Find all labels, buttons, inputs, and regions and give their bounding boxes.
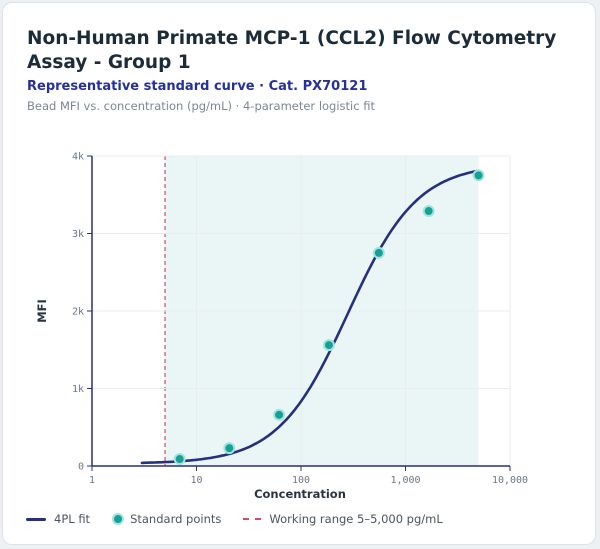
x-tick-label: 10,000 xyxy=(492,475,528,486)
fit-line-swatch xyxy=(26,517,46,521)
x-tick-label: 10 xyxy=(190,475,202,486)
legend-fit-label: 4PL fit xyxy=(54,512,91,526)
y-tick-label: 2k xyxy=(72,307,84,318)
y-tick-label: 1k xyxy=(72,384,84,395)
x-tick-label: 1 xyxy=(89,475,95,486)
legend-item-points[interactable]: Standard points xyxy=(112,512,221,526)
standard-point xyxy=(322,339,335,352)
standard-point xyxy=(372,246,385,259)
y-tick-label: 3k xyxy=(72,229,84,240)
chart-legend: 4PL fit Standard points Working range 5–… xyxy=(26,512,465,526)
points-layer xyxy=(173,169,485,466)
standard-point xyxy=(422,205,435,218)
dashed-line-swatch xyxy=(243,518,262,520)
axes-layer: 0 1k 2k 3k 4k 1 10 100 1,000 10,000 xyxy=(72,152,528,487)
y-axis-label: MFI xyxy=(35,299,49,323)
point-swatch xyxy=(112,513,125,525)
standard-point xyxy=(273,408,286,421)
fit-curve-line xyxy=(140,169,480,465)
grid-layer xyxy=(92,155,511,466)
y-tick-label: 4k xyxy=(72,152,84,163)
legend-range-label: Working range 5–5,000 pg/mL xyxy=(269,512,443,526)
standard-point xyxy=(173,453,186,466)
x-tick-label: 1,000 xyxy=(390,475,420,486)
x-axis-label: Concentration xyxy=(254,487,346,501)
chart-subtitle: Representative standard curve · Cat. PX7… xyxy=(27,79,368,94)
legend-item-fit[interactable]: 4PL fit xyxy=(26,512,90,526)
chart-title: Non-Human Primate MCP-1 (CCL2) Flow Cyto… xyxy=(27,28,557,73)
y-tick-label: 0 xyxy=(78,462,84,473)
fit-curve-layer xyxy=(140,169,480,465)
legend-item-range[interactable]: Working range 5–5,000 pg/mL xyxy=(243,512,443,526)
standard-point xyxy=(472,169,485,182)
legend-points-label: Standard points xyxy=(130,512,222,526)
x-tick-label: 100 xyxy=(292,475,310,486)
chart-caption: Bead MFI vs. concentration (pg/mL) · 4-p… xyxy=(27,99,375,113)
standard-point xyxy=(223,442,236,455)
